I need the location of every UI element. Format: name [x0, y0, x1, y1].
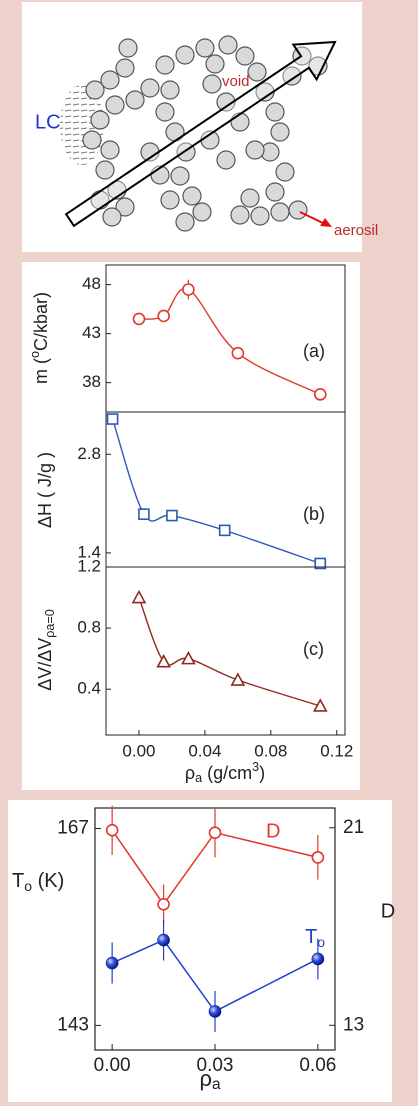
x-axis-label: ρa: [199, 1066, 221, 1093]
x-tick-label: 0.06: [299, 1055, 336, 1076]
y-tick-label: 48: [82, 274, 101, 293]
y-tick-label: 43: [82, 323, 101, 342]
void-label: void: [222, 73, 250, 90]
series-line: [111, 829, 319, 906]
x-tick-label: 0.03: [197, 1055, 234, 1076]
label-part: o: [28, 351, 42, 358]
x-tick-label: 0.04: [188, 741, 221, 760]
panel-label: (a): [303, 341, 325, 361]
label-part: T: [305, 926, 317, 948]
y-axis-label: To (K): [12, 870, 64, 893]
point: [157, 898, 170, 911]
point: [230, 672, 246, 686]
y-tick-label: 1.4: [77, 542, 101, 561]
point: [138, 508, 150, 520]
y-tick-label: 0.4: [77, 679, 101, 698]
label-part: a: [212, 1076, 221, 1093]
lc-label: LC: [35, 111, 61, 133]
legend-label: D: [266, 820, 280, 842]
point: [311, 851, 325, 864]
point: [166, 509, 178, 522]
y-axis-label: ΔV/ΔVρa=0: [35, 609, 58, 691]
point: [156, 654, 172, 668]
y-tick-label: 2.8: [77, 444, 101, 463]
series-line: [111, 939, 319, 1013]
label-part: (g/cm: [202, 763, 252, 783]
legend-label: To: [305, 926, 325, 949]
panel-label: (b): [303, 504, 325, 524]
pointer-arrow: [299, 211, 326, 225]
label-part: ): [259, 763, 265, 783]
plot-frame: [105, 264, 346, 736]
label-part: ρa=0: [43, 609, 57, 638]
y-axis-label: ΔH ( J/g ): [35, 452, 55, 528]
x-tick-label: 0.00: [94, 1055, 131, 1076]
point: [208, 826, 222, 839]
label-part: T: [12, 870, 24, 892]
chart-panel: [8, 800, 392, 1102]
x-tick-label: 0.00: [122, 741, 155, 760]
x-tick-label: 0.08: [254, 741, 287, 760]
point: [314, 557, 327, 570]
point: [132, 312, 146, 326]
label-part: m (: [31, 358, 51, 384]
point: [131, 589, 147, 604]
label-part: C/kbar): [31, 292, 51, 351]
point: [311, 952, 325, 966]
point: [157, 933, 170, 947]
aerosil-network: [60, 35, 337, 232]
label-part: (K): [32, 870, 64, 892]
label-part: a: [195, 771, 202, 785]
y-tick-label: 167: [57, 818, 89, 839]
y2-tick-label: 21: [343, 817, 364, 838]
label-part: ΔV/ΔV: [35, 638, 55, 691]
panel-label: (c): [303, 639, 324, 659]
y-tick-label: 38: [82, 372, 101, 391]
probe-arrow: [64, 40, 337, 228]
y-tick-label: 143: [57, 1014, 89, 1035]
point: [208, 1005, 222, 1018]
label-part: ρ: [199, 1066, 212, 1091]
chart-panel: [22, 262, 360, 790]
x-axis-label: ρa (g/cm3): [185, 760, 265, 785]
point: [313, 388, 327, 401]
point: [231, 346, 245, 360]
point: [181, 650, 196, 665]
y2-axis-label: D: [381, 900, 395, 922]
aerosil-label: aerosil: [334, 222, 378, 239]
point: [182, 283, 195, 296]
pointer-head: [320, 218, 332, 227]
point: [218, 524, 231, 537]
point: [157, 309, 170, 323]
label-part: ρ: [185, 763, 195, 783]
x-tick-label: 0.12: [320, 741, 353, 760]
label-part: o: [317, 934, 325, 950]
point: [312, 698, 328, 712]
point: [105, 823, 119, 837]
y-tick-label: 0.8: [77, 618, 101, 637]
point: [106, 413, 119, 425]
label-part: o: [24, 878, 32, 894]
y-axis-label: m (oC/kbar): [28, 292, 50, 384]
label-part: 3: [252, 760, 259, 774]
point: [105, 956, 119, 970]
y-tick-label: 1.2: [77, 556, 101, 575]
y2-tick-label: 13: [343, 1014, 364, 1035]
